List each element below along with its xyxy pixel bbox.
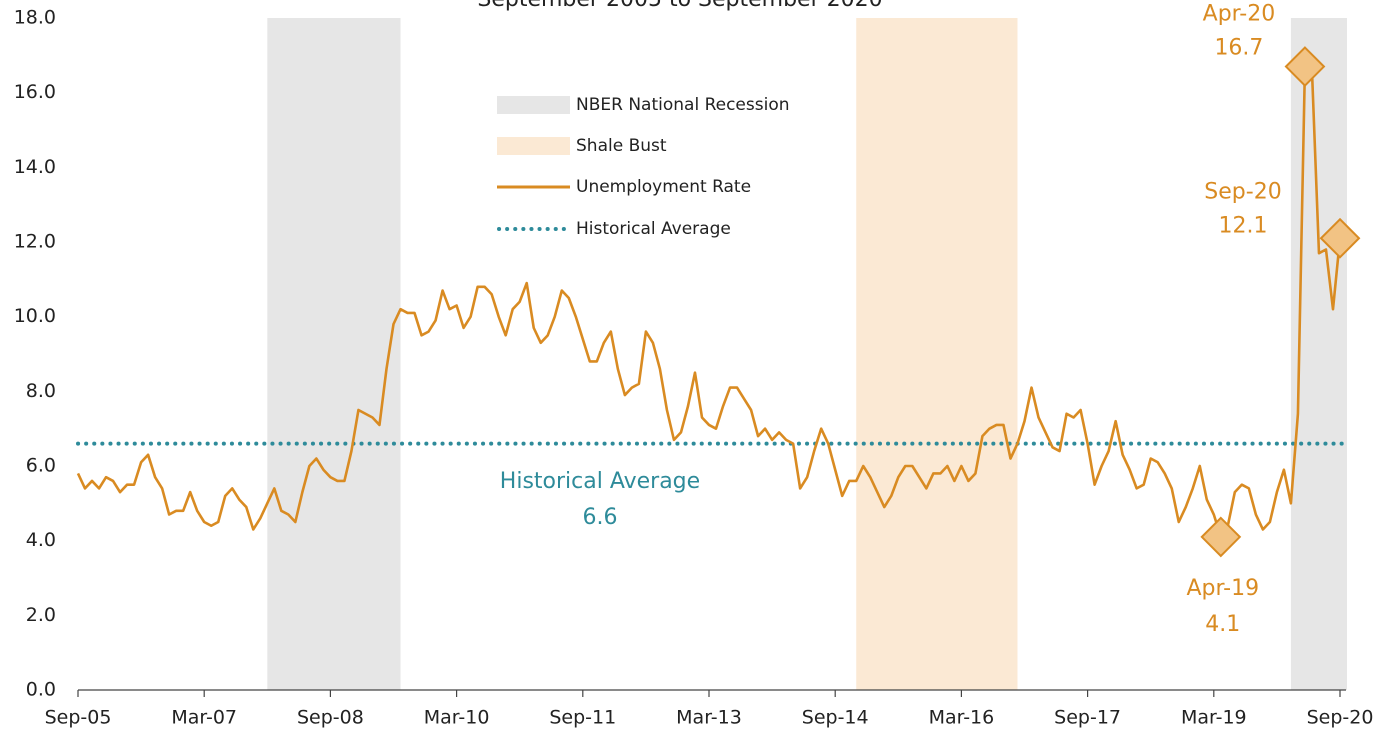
x-tick-label: Mar-19 <box>1181 707 1247 729</box>
x-tick-label: Mar-13 <box>676 707 742 729</box>
highlight-marker <box>1200 516 1242 558</box>
y-tick-label: 8.0 <box>26 380 56 402</box>
x-tick-label: Mar-07 <box>171 707 237 729</box>
chart-subtitle: September 2005 to September 2020 <box>477 0 882 12</box>
y-tick-label: 2.0 <box>26 604 56 626</box>
highlight-label: Apr-19 <box>1187 576 1260 601</box>
x-tick-label: Sep-20 <box>1307 707 1374 729</box>
x-tick-label: Mar-16 <box>929 707 995 729</box>
highlight-marker <box>1319 217 1361 259</box>
y-tick-label: 10.0 <box>14 305 56 327</box>
legend-label: NBER National Recession <box>576 95 790 115</box>
shaded-span <box>856 18 1018 690</box>
highlight-value: 16.7 <box>1214 36 1263 61</box>
legend-swatch <box>497 96 570 114</box>
highlight-value: 4.1 <box>1205 612 1240 637</box>
x-tick-label: Sep-14 <box>802 707 869 729</box>
y-tick-label: 0.0 <box>26 679 56 701</box>
x-tick-label: Sep-11 <box>549 707 616 729</box>
x-tick-label: Sep-17 <box>1054 707 1121 729</box>
x-tick-label: Mar-10 <box>424 707 490 729</box>
y-tick-label: 18.0 <box>14 7 56 29</box>
y-tick-label: 6.0 <box>26 455 56 477</box>
y-tick-label: 16.0 <box>14 81 56 103</box>
legend-swatch <box>497 137 570 155</box>
highlight-marker <box>1284 46 1326 87</box>
average-value: 6.6 <box>583 505 618 530</box>
average-label: Historical Average <box>500 469 700 494</box>
legend-label: Unemployment Rate <box>576 177 751 197</box>
highlight-label: Apr-20 <box>1203 2 1276 27</box>
highlight-label: Sep-20 <box>1204 179 1281 204</box>
x-tick-label: Sep-05 <box>45 707 112 729</box>
legend-label: Shale Bust <box>576 136 667 156</box>
series-line <box>76 65 1342 539</box>
legend-label: Historical Average <box>576 219 731 239</box>
y-tick-label: 4.0 <box>26 529 56 551</box>
y-tick-label: 14.0 <box>14 156 56 178</box>
highlight-value: 12.1 <box>1219 213 1268 238</box>
shaded-span <box>267 18 401 690</box>
x-tick-label: Sep-08 <box>297 707 364 729</box>
y-tick-label: 12.0 <box>14 231 56 253</box>
